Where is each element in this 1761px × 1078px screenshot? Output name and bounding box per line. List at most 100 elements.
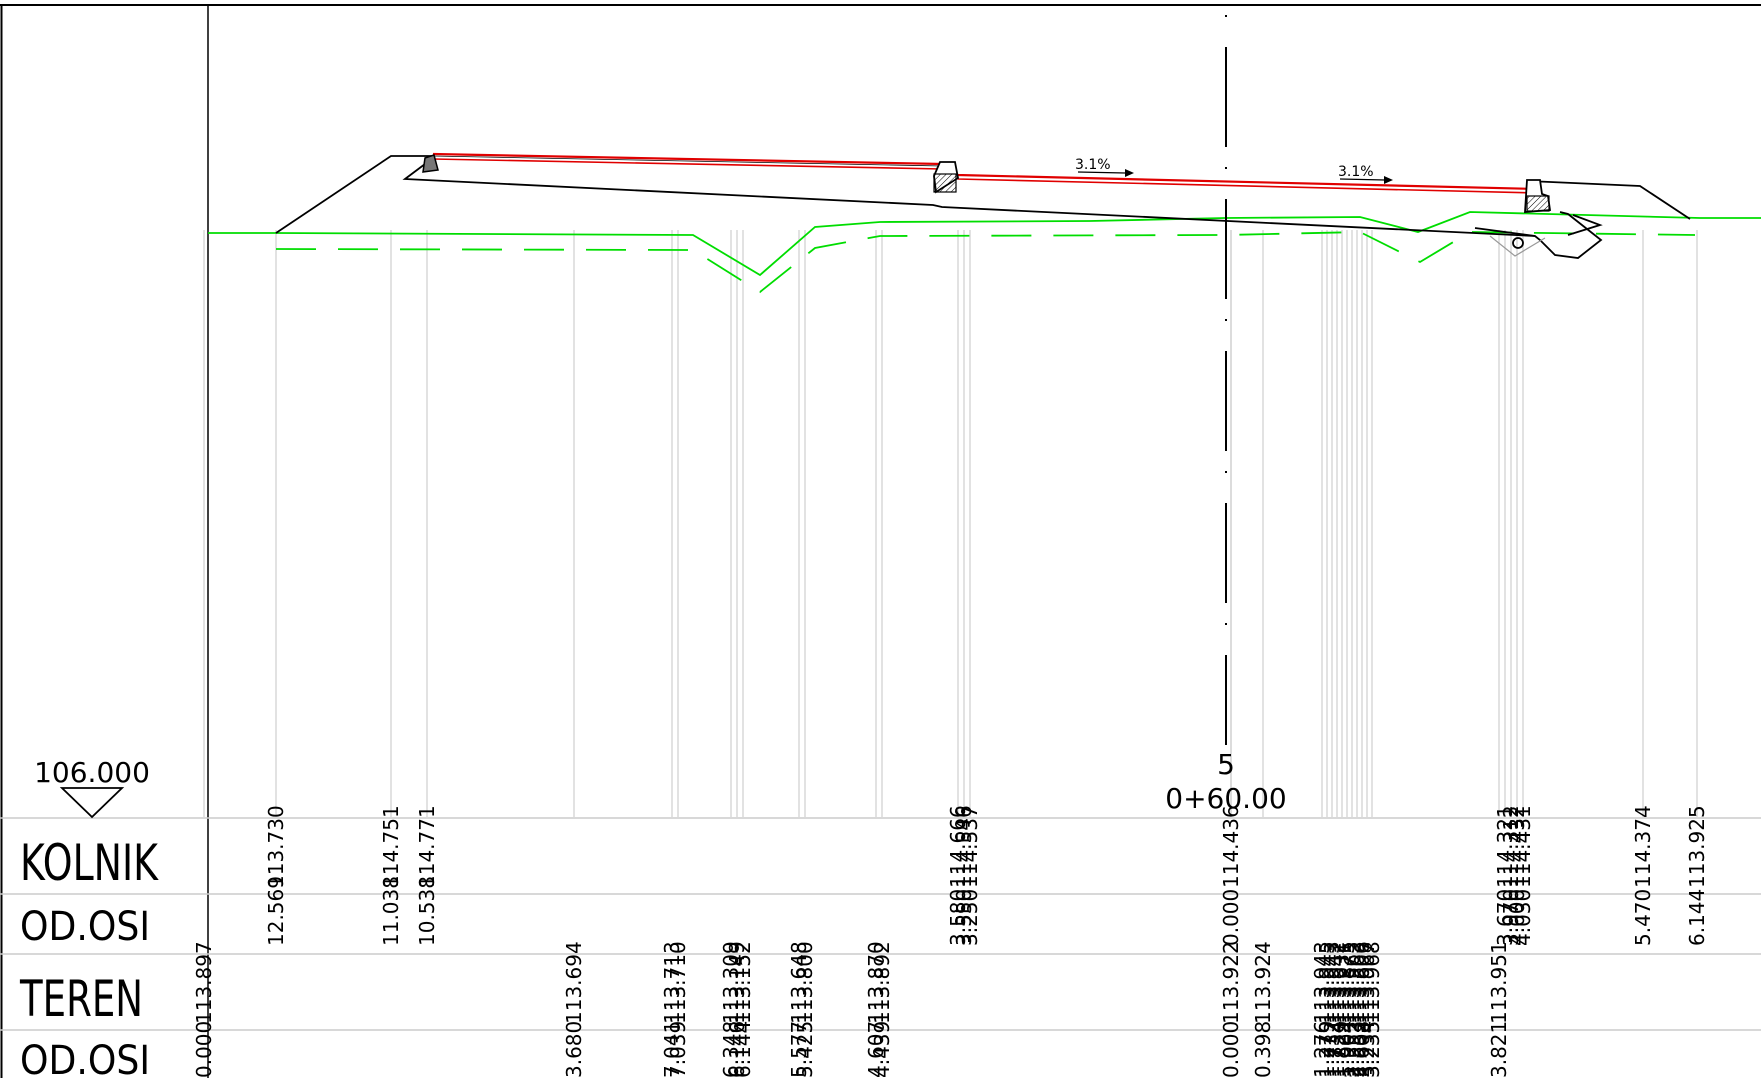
- kolnik-elevation-value: 114.751: [379, 805, 403, 888]
- svg-text:3.1%: 3.1%: [1338, 164, 1374, 180]
- slope-indicator-left: 3.1%: [1075, 157, 1134, 177]
- teren-offset-value: 1.829: [1330, 1021, 1354, 1078]
- road-body-outline: [275, 155, 1691, 259]
- kolnik-elevation-value: 114.374: [1631, 805, 1655, 888]
- teren-elevation-value: 113.942: [1325, 941, 1349, 1024]
- row-label-kolnik: KOLNIK: [20, 834, 159, 892]
- teren-elevation-value: 113.309: [719, 941, 743, 1024]
- teren-offset-value: 1.276: [1310, 1021, 1334, 1078]
- slope-indicator-right: 3.1%: [1338, 164, 1393, 184]
- teren-elevation-value: 113.897: [192, 941, 216, 1024]
- kolnik-offset-value: 6.144: [1685, 889, 1709, 946]
- kolnik-offset-value: 11.038: [379, 876, 403, 946]
- teren-values: 113.8970.000113.6943.680113.7137.041113.…: [192, 941, 1511, 1078]
- teren-elevation-value: 113.648: [787, 941, 811, 1024]
- kolnik-offset-value: 3.580: [946, 889, 970, 946]
- teren-elevation-value: 113.870: [864, 941, 888, 1024]
- teren-elevation-value: 113.892: [870, 941, 894, 1024]
- kolnik-offset-value: 0.000: [1219, 889, 1243, 946]
- teren-offset-value: 0.000: [192, 1021, 216, 1078]
- teren-elevation-value: 113.931: [1330, 941, 1354, 1024]
- kolnik-elevation-value: 113.730: [264, 805, 288, 888]
- kolnik-offset-value: 3.250: [958, 889, 982, 946]
- svg-text:3.1%: 3.1%: [1075, 157, 1111, 173]
- terrain-line: [208, 211, 1761, 277]
- teren-offset-value: 2.553: [1345, 1021, 1369, 1078]
- kolnik-elevation-value: 114.321: [1493, 805, 1517, 888]
- teren-offset-value: 2.608: [1350, 1021, 1374, 1078]
- datum-elevation: 106.000: [34, 756, 150, 789]
- drain-pipe-icon: [1489, 235, 1546, 257]
- teren-offset-value: 6.348: [719, 1021, 743, 1078]
- kolnik-offset-value: 4.030: [1511, 889, 1535, 946]
- teren-offset-value: 1.732: [1320, 1021, 1344, 1078]
- curb-right: [1524, 179, 1552, 213]
- row-label-teren: TEREN: [19, 970, 143, 1028]
- kolnik-elevation-value: 114.537: [958, 805, 982, 888]
- teren-offset-value: 0.000: [1219, 1021, 1243, 1078]
- teren-offset-value: 7.041: [660, 1021, 684, 1078]
- kolnik-offset-value: 3.550: [952, 889, 976, 946]
- teren-offset-value: 6.146: [725, 1021, 749, 1078]
- row-label-teren-offset: OD.OSI: [20, 1038, 150, 1078]
- teren-offset-value: 3.680: [562, 1021, 586, 1078]
- kolnik-offset-value: 10.538: [415, 876, 439, 946]
- teren-elevation-value: 113.924: [1251, 941, 1275, 1024]
- teren-offset-value: 5.577: [787, 1021, 811, 1078]
- kolnik-elevation-value: 114.771: [415, 805, 439, 888]
- teren-elevation-value: 113.800: [793, 941, 817, 1024]
- teren-offset-value: 4.439: [870, 1021, 894, 1078]
- terrain-dashed-line: [275, 231, 1696, 294]
- teren-offset-value: 1.904: [1335, 1021, 1359, 1078]
- kolnik-offset-value: 3.970: [1499, 889, 1523, 946]
- teren-elevation-value: 113.713: [660, 941, 684, 1024]
- teren-elevation-value: 113.922: [1219, 941, 1243, 1024]
- teren-elevation-value: 113.875: [1335, 941, 1359, 1024]
- teren-elevation-value: 113.968: [1360, 941, 1384, 1024]
- teren-elevation-value: 113.710: [666, 941, 690, 1024]
- teren-offset-value: 6.144: [731, 1021, 755, 1078]
- kolnik-elevation-value: 114.431: [1511, 805, 1535, 888]
- station-chainage: 0+60.00: [1165, 782, 1286, 815]
- teren-offset-value: 2.552: [1340, 1021, 1364, 1078]
- drawing-frame: [0, 4, 1761, 1078]
- teren-elevation-value: 113.694: [562, 941, 586, 1024]
- teren-elevation-value: 113.606: [1350, 941, 1374, 1024]
- teren-elevation-value: 113.152: [731, 941, 755, 1024]
- kolnik-offset-value: 4.000: [1505, 889, 1529, 946]
- kolnik-offset-value: 3.670: [1493, 889, 1517, 946]
- kolnik-offset-value: 5.470: [1631, 889, 1655, 946]
- teren-offset-value: 3.821: [1487, 1021, 1511, 1078]
- kolnik-elevation-value: 113.925: [1685, 805, 1709, 888]
- kolnik-elevation-value: 114.666: [946, 805, 970, 888]
- teren-elevation-value: 113.149: [725, 941, 749, 1024]
- teren-offset-value: 0.398: [1251, 1021, 1275, 1078]
- kolnik-elevation-value: 114.432: [1505, 805, 1529, 888]
- teren-offset-value: 3.234: [1355, 1021, 1379, 1078]
- kolnik-elevation-value: 114.312: [1499, 805, 1523, 888]
- teren-elevation-value: 113.951: [1487, 941, 1511, 1024]
- station-number: 5: [1217, 748, 1235, 781]
- teren-elevation-value: 113.945: [1315, 941, 1339, 1024]
- teren-elevation-value: 113.565: [1340, 941, 1364, 1024]
- teren-elevation-value: 113.563: [1345, 941, 1369, 1024]
- teren-offset-value: 5.425: [793, 1021, 817, 1078]
- teren-elevation-value: 113.967: [1355, 941, 1379, 1024]
- curb-middle: [933, 161, 959, 194]
- datum-triangle-icon: [59, 787, 125, 819]
- teren-offset-value: 7.039: [666, 1021, 690, 1078]
- row-label-kolnik-offset: OD.OSI: [20, 904, 150, 950]
- kolnik-elevation-value: 114.436: [1219, 805, 1243, 888]
- teren-offset-value: 4.607: [864, 1021, 888, 1078]
- teren-offset-value: 3.235: [1360, 1021, 1384, 1078]
- station-reference-lines: [203, 230, 1698, 818]
- teren-offset-value: 1.734: [1325, 1021, 1349, 1078]
- curb-left: [422, 154, 439, 173]
- kolnik-elevation-value: 114.546: [952, 805, 976, 888]
- kolnik-offset-value: 12.569: [264, 876, 288, 946]
- teren-offset-value: 1.279: [1315, 1021, 1339, 1078]
- teren-elevation-value: 113.943: [1310, 941, 1334, 1024]
- teren-elevation-value: 113.943: [1320, 941, 1344, 1024]
